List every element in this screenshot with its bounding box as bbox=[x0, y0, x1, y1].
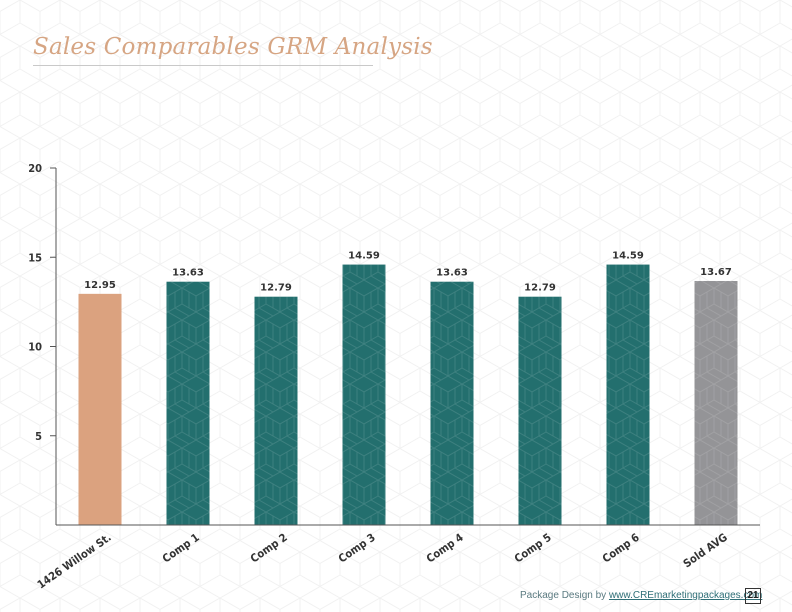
y-tick-label: 5 bbox=[35, 430, 42, 443]
bar-texture bbox=[430, 281, 474, 525]
data-label: 12.95 bbox=[84, 280, 116, 291]
bars-layer bbox=[78, 264, 738, 525]
bar bbox=[78, 293, 122, 525]
bar-texture bbox=[254, 296, 298, 525]
x-tick-label: 1426 Willow St. bbox=[35, 531, 114, 592]
y-tick-label: 15 bbox=[28, 251, 42, 264]
data-label: 13.63 bbox=[172, 268, 204, 279]
data-label: 12.79 bbox=[524, 283, 556, 294]
footer-credit: Package Design by www.CREmarketingpackag… bbox=[520, 590, 762, 601]
data-label: 14.59 bbox=[348, 251, 380, 262]
data-label: 14.59 bbox=[612, 251, 644, 262]
x-tick-label: Comp 6 bbox=[600, 531, 642, 566]
bar-texture bbox=[342, 264, 386, 525]
page-number: 21 bbox=[745, 588, 761, 604]
x-tick-label: Sold AVG bbox=[681, 531, 730, 571]
bar-texture bbox=[166, 281, 210, 525]
footer-link[interactable]: www.CREmarketingpackages.com bbox=[608, 590, 763, 601]
y-tick-label: 10 bbox=[28, 341, 42, 354]
x-tick-label: Comp 1 bbox=[160, 531, 202, 566]
data-label: 13.63 bbox=[436, 268, 468, 279]
y-tick-label: 20 bbox=[28, 162, 42, 175]
bar-texture bbox=[694, 280, 738, 525]
x-tick-label: Comp 4 bbox=[424, 531, 466, 566]
x-tick-label: Comp 3 bbox=[336, 531, 378, 566]
title-divider bbox=[33, 65, 373, 66]
page-title: Sales Comparables GRM Analysis bbox=[33, 34, 433, 60]
data-label: 12.79 bbox=[260, 283, 292, 294]
footer-text: Package Design by bbox=[520, 590, 609, 601]
data-label: 13.67 bbox=[700, 267, 732, 278]
bar-texture bbox=[518, 296, 562, 525]
axis-layer bbox=[50, 167, 760, 526]
x-tick-label: Comp 5 bbox=[512, 531, 554, 566]
bar-texture bbox=[606, 264, 650, 525]
x-tick-label: Comp 2 bbox=[248, 531, 290, 566]
